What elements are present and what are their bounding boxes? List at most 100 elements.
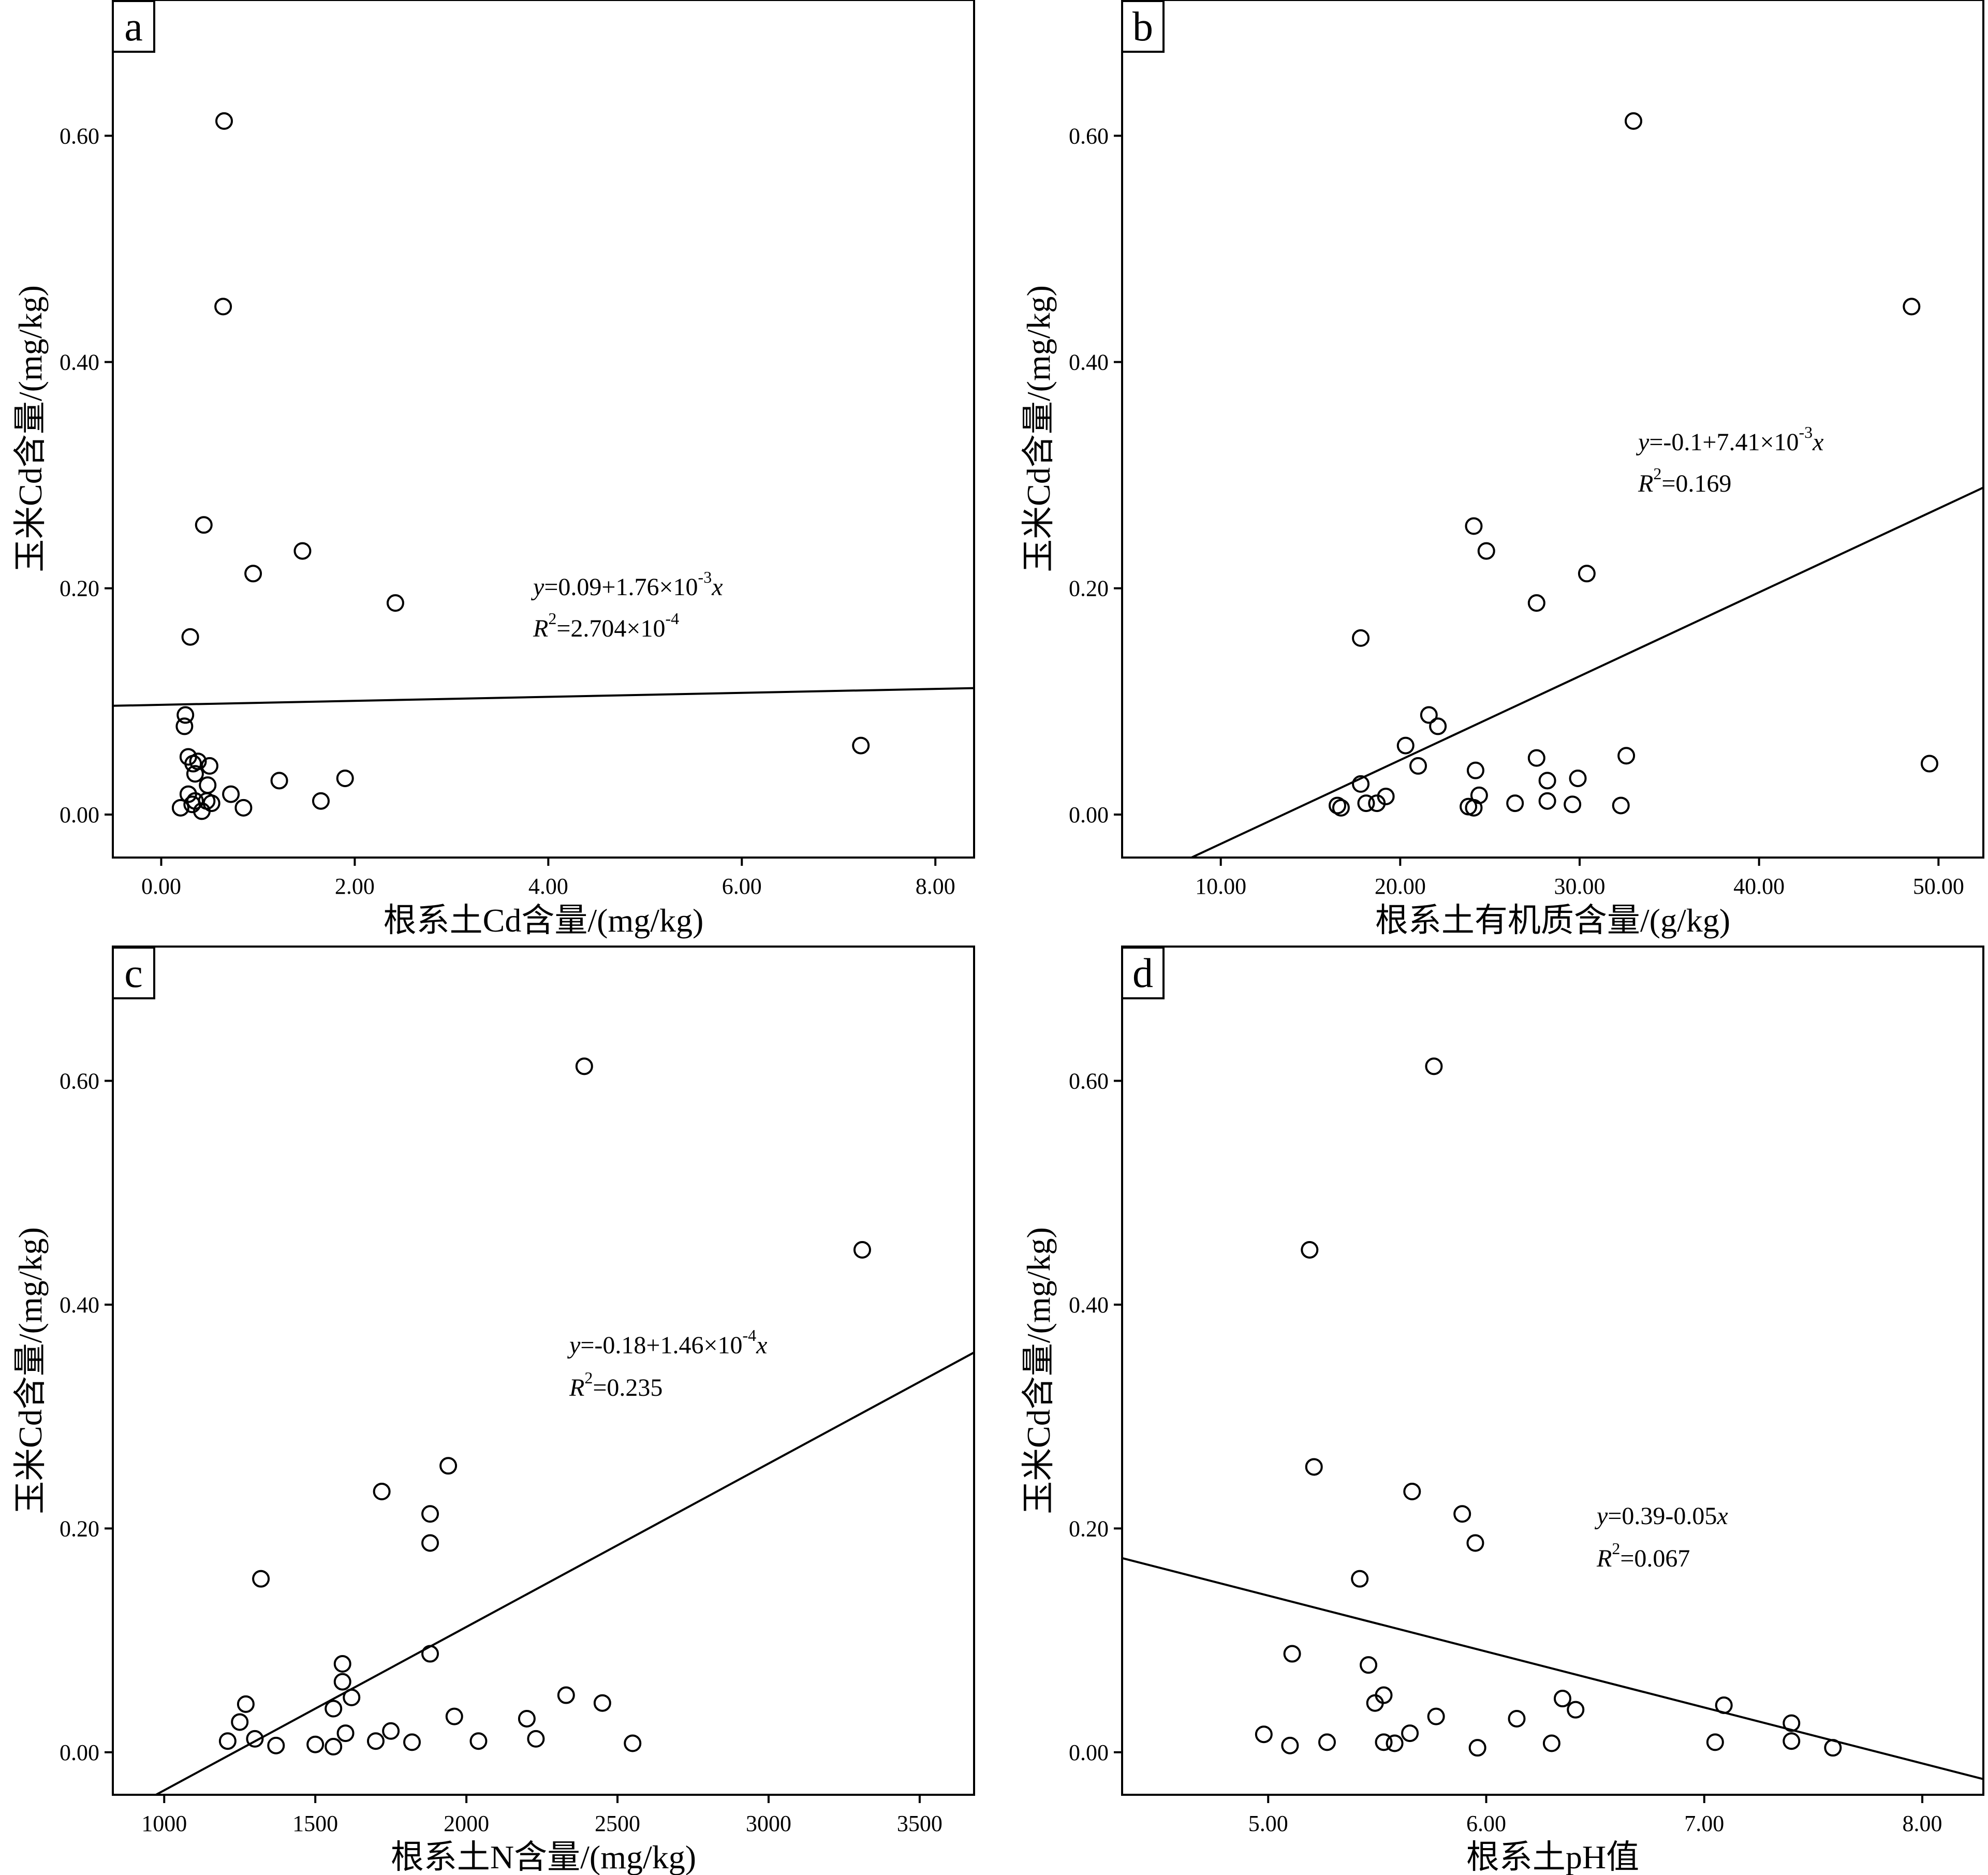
x-tick-label: 40.00 bbox=[1733, 874, 1785, 899]
panel-letter-box bbox=[112, 947, 155, 999]
x-tick-label: 4.00 bbox=[528, 874, 568, 899]
r-squared-value: =2.704×10 bbox=[556, 615, 665, 642]
x-axis-label: 根系土pH值 bbox=[1466, 1839, 1639, 1875]
data-point bbox=[267, 1736, 285, 1754]
equation-variable: x bbox=[1812, 429, 1823, 456]
x-axis-label: 根系土Cd含量/(mg/kg) bbox=[384, 902, 704, 939]
fit-line bbox=[154, 1351, 974, 1795]
data-point bbox=[1824, 1739, 1842, 1757]
data-point bbox=[403, 1733, 421, 1751]
x-tick-label: 3000 bbox=[746, 1811, 791, 1836]
data-point bbox=[1538, 792, 1556, 810]
data-point bbox=[1508, 1709, 1526, 1728]
data-point bbox=[200, 757, 218, 775]
data-point bbox=[1465, 799, 1483, 817]
data-point bbox=[439, 1457, 458, 1475]
data-point bbox=[853, 1241, 871, 1259]
data-point bbox=[343, 1688, 361, 1706]
data-point bbox=[333, 1673, 351, 1691]
data-point bbox=[1567, 1701, 1585, 1719]
data-point bbox=[1625, 112, 1642, 130]
data-point bbox=[1429, 717, 1447, 735]
data-point bbox=[1617, 747, 1636, 765]
y-tick-label: 0.20 bbox=[1069, 576, 1109, 601]
data-point bbox=[237, 1695, 255, 1713]
data-point bbox=[1352, 775, 1370, 793]
equation-exponent: -4 bbox=[743, 1326, 757, 1345]
y-tick-label: 0.60 bbox=[1069, 1068, 1109, 1094]
data-point bbox=[1427, 1707, 1445, 1725]
plot-frame bbox=[112, 0, 975, 859]
data-point bbox=[215, 112, 233, 130]
r-squared-power: 2 bbox=[1653, 464, 1661, 483]
data-point bbox=[1578, 565, 1596, 583]
y-tick-label: 0.60 bbox=[60, 123, 99, 149]
data-point bbox=[270, 772, 288, 790]
y-axis-label: 玉米Cd含量/(mg/kg) bbox=[12, 285, 49, 572]
x-tick-label: 1500 bbox=[292, 1811, 338, 1836]
data-point bbox=[222, 785, 240, 803]
fit-equation: y=-0.1+7.41×10-3x bbox=[1636, 423, 1823, 456]
data-point bbox=[244, 565, 262, 583]
r-squared: R2=0.169 bbox=[1638, 464, 1731, 497]
x-tick-label: 1000 bbox=[141, 1811, 187, 1836]
r-symbol: R bbox=[1596, 1545, 1612, 1572]
r-squared-value: =0.235 bbox=[593, 1374, 662, 1401]
panel-a: 0.00 0.20 0.40 0.60 0.00 2.00 4.00 6.00 8.00 根系土C… bbox=[12, 0, 975, 939]
fit-equation: y=0.39-0.05x bbox=[1594, 1502, 1728, 1530]
r-symbol: R bbox=[1638, 470, 1653, 497]
x-tick-label: 7.00 bbox=[1684, 1811, 1724, 1836]
r-squared: R2=2.704×10-4 bbox=[533, 609, 679, 642]
fit-line bbox=[113, 687, 974, 707]
fit-line bbox=[1122, 1557, 1983, 1780]
data-point bbox=[1706, 1733, 1724, 1751]
data-point bbox=[1420, 706, 1438, 724]
data-point bbox=[1360, 1656, 1378, 1674]
x-tick-label: 6.00 bbox=[722, 874, 762, 899]
equation-body: =0.39-0.05 bbox=[1608, 1502, 1717, 1530]
data-point bbox=[624, 1734, 642, 1752]
data-point bbox=[593, 1694, 611, 1712]
data-point bbox=[1715, 1696, 1733, 1715]
data-point bbox=[1783, 1714, 1801, 1732]
y-tick-label: 0.40 bbox=[60, 350, 99, 375]
panel-letter-box bbox=[1121, 947, 1165, 999]
equation-variable: x bbox=[756, 1332, 767, 1359]
r-squared-exponent: -4 bbox=[665, 609, 679, 628]
equation-lhs: y bbox=[1594, 1502, 1608, 1530]
y-tick-label: 0.00 bbox=[60, 1740, 99, 1765]
data-point bbox=[1538, 772, 1556, 790]
data-point bbox=[1386, 1734, 1404, 1752]
x-tick-label: 8.00 bbox=[1903, 1811, 1942, 1836]
x-tick-label: 5.00 bbox=[1248, 1811, 1288, 1836]
data-point bbox=[325, 1700, 343, 1718]
data-point bbox=[1375, 1733, 1393, 1751]
y-tick-label: 0.40 bbox=[60, 1292, 99, 1318]
data-point bbox=[557, 1686, 575, 1704]
y-tick-label: 0.40 bbox=[1069, 1292, 1109, 1318]
r-symbol: R bbox=[533, 615, 548, 642]
equation-body: =-0.18+1.46×10 bbox=[580, 1332, 742, 1359]
data-point bbox=[234, 799, 253, 817]
y-tick-label: 0.00 bbox=[1069, 1740, 1109, 1765]
data-point bbox=[171, 799, 189, 817]
data-point bbox=[1569, 769, 1587, 787]
data-point bbox=[231, 1713, 249, 1731]
data-point bbox=[193, 802, 211, 820]
data-point bbox=[1255, 1725, 1273, 1744]
x-tick-label: 2.00 bbox=[335, 874, 375, 899]
equation-variable: x bbox=[1716, 1502, 1728, 1530]
data-point bbox=[312, 792, 330, 810]
data-point bbox=[527, 1730, 545, 1748]
data-point bbox=[1396, 736, 1415, 755]
data-point bbox=[1281, 1736, 1299, 1754]
x-tick-label: 2500 bbox=[595, 1811, 640, 1836]
data-point bbox=[1318, 1733, 1336, 1751]
data-point bbox=[336, 1724, 355, 1743]
y-tick-label: 0.60 bbox=[1069, 123, 1109, 149]
data-point bbox=[1301, 1241, 1319, 1259]
y-axis-label: 玉米Cd含量/(mg/kg) bbox=[1020, 285, 1057, 572]
data-point bbox=[1283, 1645, 1301, 1663]
x-tick-label: 3500 bbox=[897, 1811, 943, 1836]
